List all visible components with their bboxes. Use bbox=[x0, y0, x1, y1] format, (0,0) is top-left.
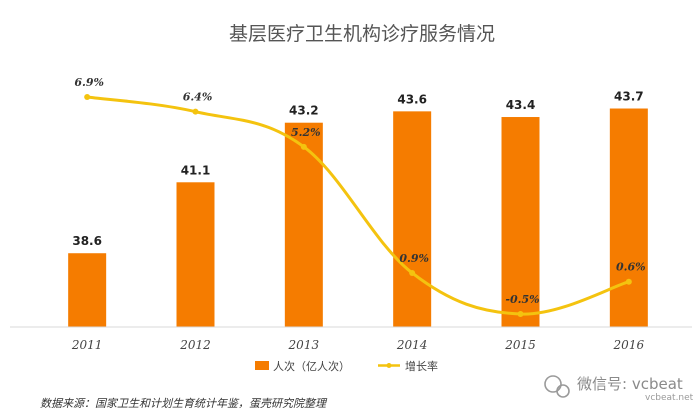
x-tick-2011: 2011 bbox=[71, 338, 103, 352]
rate-label-2014: 0.9% bbox=[399, 252, 429, 265]
bar-2011 bbox=[68, 253, 107, 327]
legend-marker-line bbox=[386, 363, 392, 368]
bar-2013 bbox=[284, 122, 323, 327]
x-tick-2012: 2012 bbox=[179, 338, 211, 352]
legend-swatch-bars bbox=[255, 361, 269, 370]
growth-rate-line bbox=[86, 95, 630, 316]
watermark: 微信号: vcbeat vcbeat.net bbox=[544, 375, 694, 403]
rate-label-2015: -0.5% bbox=[505, 293, 539, 306]
x-axis: 2011 2012 2013 2014 2015 2016 bbox=[10, 326, 692, 352]
bar-series: 38.6 41.1 43.2 43.6 43.4 43.7 bbox=[68, 90, 648, 328]
x-tick-2016: 2016 bbox=[613, 338, 645, 352]
bar-label-2014: 43.6 bbox=[397, 92, 427, 106]
rate-label-2013: 5.2% bbox=[291, 126, 321, 139]
bar-label-2011: 38.6 bbox=[72, 234, 102, 248]
bar-2016 bbox=[609, 108, 648, 327]
x-tick-2014: 2014 bbox=[396, 338, 428, 352]
rate-point-2014 bbox=[409, 269, 416, 276]
rate-label-2012: 6.4% bbox=[183, 91, 213, 104]
bar-2015 bbox=[501, 117, 540, 328]
growth-rate-series: 6.9% 6.4% 5.2% 0.9% -0.5% 0.6% bbox=[74, 76, 646, 317]
legend: 人次（亿人次） 增长率 bbox=[255, 359, 438, 373]
bar-label-2015: 43.4 bbox=[506, 98, 536, 112]
rate-point-2012 bbox=[192, 108, 199, 115]
watermark-url: vcbeat.net bbox=[645, 393, 694, 403]
source-note: 数据来源：国家卫生和计划生育统计年鉴，蛋壳研究院整理 bbox=[40, 397, 328, 410]
rate-point-2015 bbox=[517, 311, 524, 317]
bar-2012 bbox=[176, 182, 215, 327]
bar-2014 bbox=[393, 111, 432, 327]
rate-label-2011: 6.9% bbox=[74, 76, 104, 89]
rate-point-2011 bbox=[84, 94, 91, 100]
bar-label-2012: 41.1 bbox=[181, 163, 211, 177]
chart-title: 基层医疗卫生机构诊疗服务情况 bbox=[229, 23, 495, 45]
rate-point-2013 bbox=[300, 143, 307, 150]
bar-label-2016: 43.7 bbox=[614, 90, 644, 104]
legend-label-line: 增长率 bbox=[405, 359, 438, 373]
bar-label-2013: 43.2 bbox=[289, 104, 319, 118]
legend-label-bars: 人次（亿人次） bbox=[273, 359, 350, 373]
watermark-text: 微信号: vcbeat bbox=[577, 375, 683, 393]
x-tick-2013: 2013 bbox=[288, 338, 320, 352]
wechat-icon bbox=[544, 375, 570, 398]
rate-point-2016 bbox=[625, 278, 632, 285]
rate-label-2016: 0.6% bbox=[616, 261, 646, 274]
x-tick-2015: 2015 bbox=[504, 338, 536, 352]
